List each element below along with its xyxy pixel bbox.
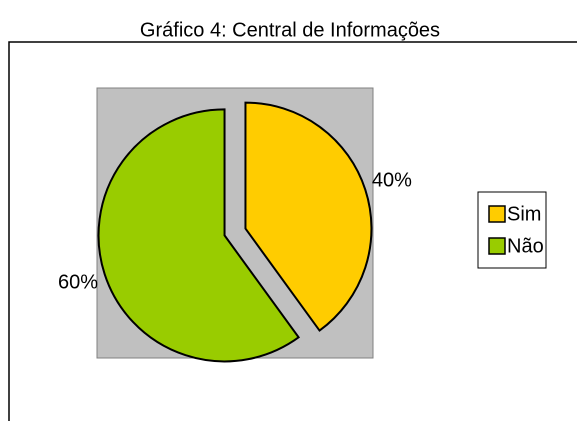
legend-swatch — [488, 237, 506, 255]
pie-slice — [244, 101, 373, 332]
chart-frame — [8, 41, 577, 421]
chart-title: Gráfico 4: Central de Informações — [140, 19, 440, 41]
data-label: 60% — [58, 271, 98, 293]
legend-label: Não — [507, 235, 544, 257]
legend-label: Sim — [507, 203, 541, 225]
legend — [477, 191, 547, 269]
pie-slice — [97, 108, 300, 363]
data-label: 40% — [372, 169, 412, 191]
legend-swatch — [488, 205, 506, 223]
